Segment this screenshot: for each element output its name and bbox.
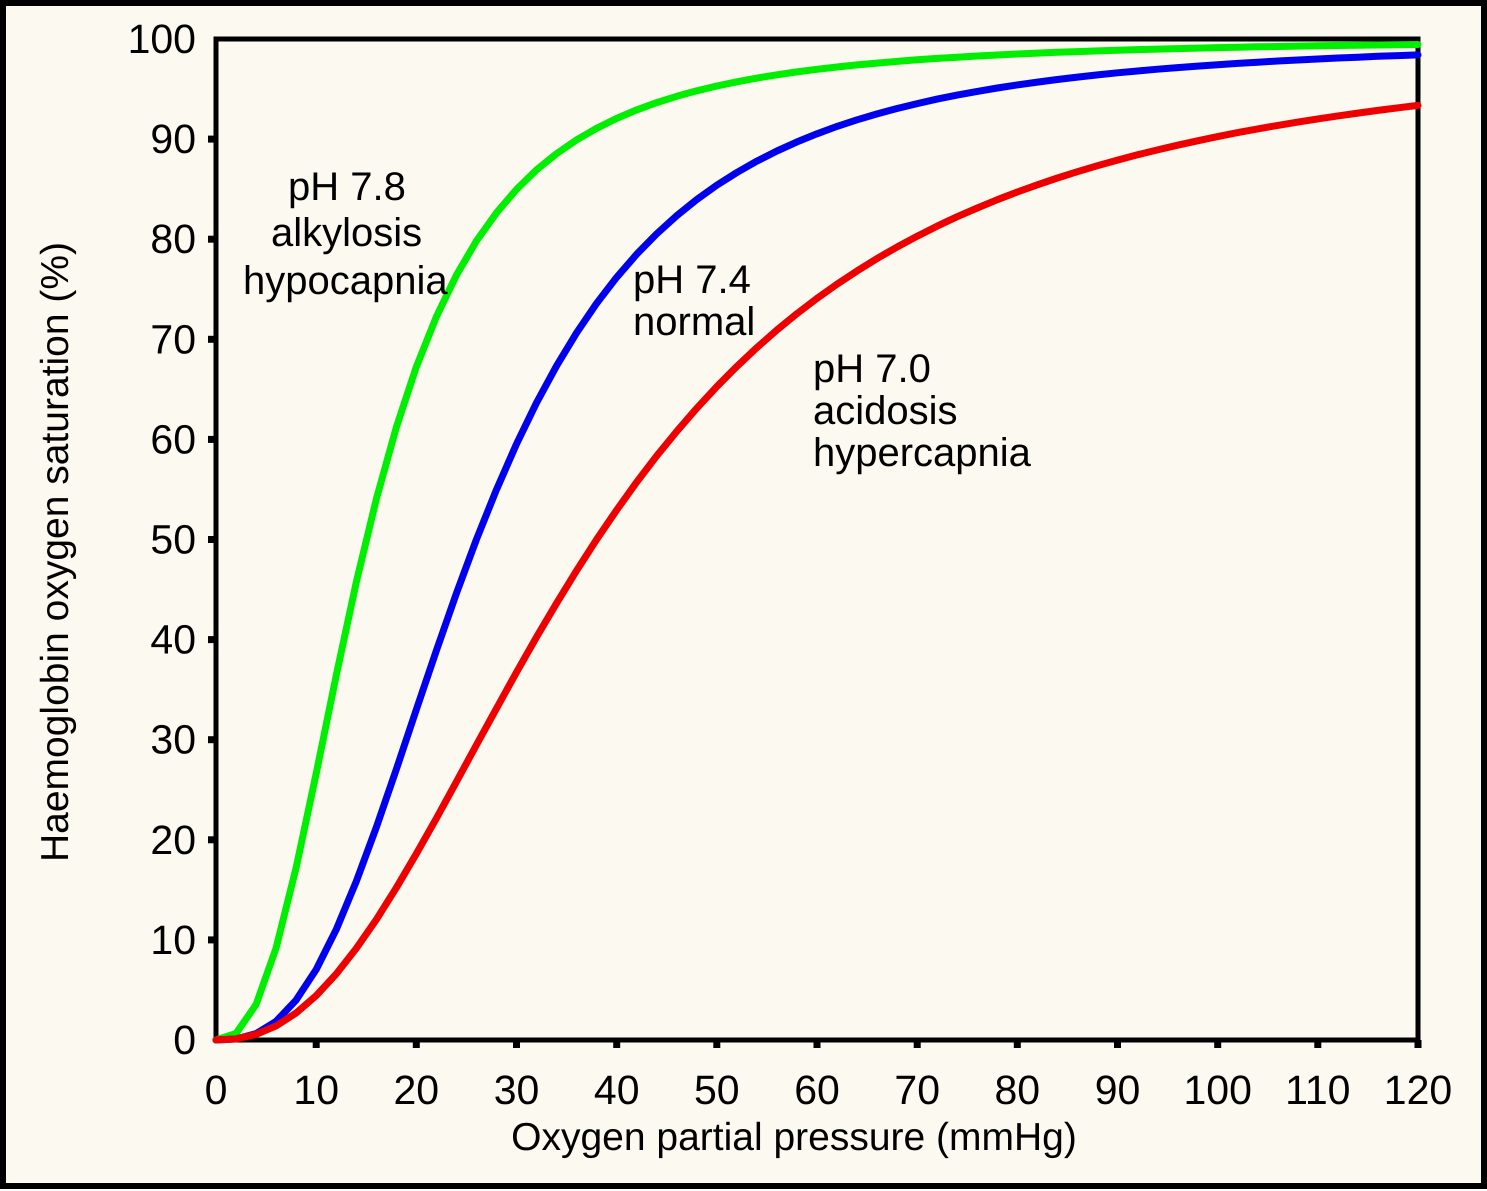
- svg-text:110: 110: [1285, 1067, 1350, 1113]
- svg-text:40: 40: [150, 617, 196, 663]
- svg-text:90: 90: [150, 116, 196, 162]
- svg-text:0: 0: [205, 1067, 228, 1113]
- svg-text:60: 60: [794, 1067, 840, 1113]
- svg-text:120: 120: [1384, 1067, 1452, 1113]
- svg-text:pH 7.0: pH 7.0: [813, 347, 931, 391]
- svg-text:30: 30: [494, 1067, 540, 1113]
- svg-text:100: 100: [1183, 1067, 1251, 1113]
- svg-text:hypocapnia: hypocapnia: [243, 259, 448, 303]
- svg-text:60: 60: [150, 416, 196, 462]
- svg-text:100: 100: [128, 16, 196, 62]
- svg-text:90: 90: [1095, 1067, 1141, 1113]
- svg-text:10: 10: [293, 1067, 339, 1113]
- svg-text:70: 70: [150, 316, 196, 362]
- svg-text:acidosis: acidosis: [813, 389, 958, 433]
- svg-text:80: 80: [150, 216, 196, 262]
- svg-text:alkylosis: alkylosis: [271, 211, 422, 255]
- svg-text:30: 30: [150, 717, 196, 763]
- svg-text:hypercapnia: hypercapnia: [813, 431, 1032, 475]
- svg-text:50: 50: [150, 517, 196, 563]
- svg-text:20: 20: [393, 1067, 439, 1113]
- svg-text:pH 7.8: pH 7.8: [288, 165, 406, 209]
- svg-text:Haemoglobin oxygen saturation: Haemoglobin oxygen saturation (%): [34, 242, 77, 862]
- svg-text:10: 10: [150, 917, 196, 963]
- svg-text:pH 7.4: pH 7.4: [633, 258, 751, 302]
- svg-text:70: 70: [894, 1067, 940, 1113]
- svg-text:40: 40: [594, 1067, 640, 1113]
- svg-text:normal: normal: [633, 300, 755, 344]
- svg-text:0: 0: [173, 1017, 196, 1063]
- svg-text:Oxygen partial pressure (mmHg): Oxygen partial pressure (mmHg): [511, 1116, 1077, 1159]
- svg-text:80: 80: [994, 1067, 1040, 1113]
- svg-text:20: 20: [150, 817, 196, 863]
- svg-text:50: 50: [694, 1067, 740, 1113]
